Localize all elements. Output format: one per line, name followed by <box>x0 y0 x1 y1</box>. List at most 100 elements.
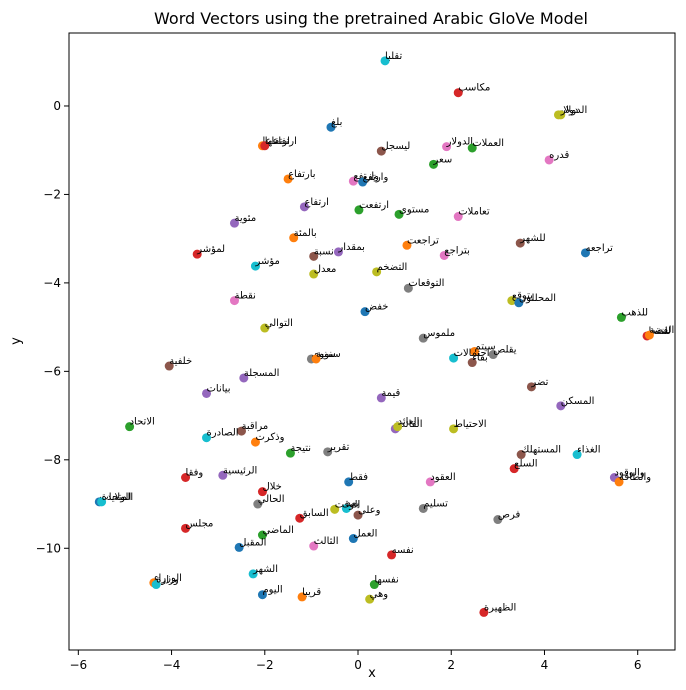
point-label: تسليم <box>423 498 448 509</box>
x-tick-label: 4 <box>541 658 549 672</box>
data-point: العائد <box>393 417 419 432</box>
point-marker <box>429 159 439 169</box>
point-marker <box>234 542 244 552</box>
point-marker <box>192 249 202 259</box>
data-point: سعر <box>429 154 452 169</box>
data-point: ارتفاع <box>299 197 329 212</box>
data-point: وفقا <box>181 468 203 483</box>
point-marker <box>239 373 249 383</box>
data-point: ارتفاعها <box>260 136 297 151</box>
point-marker <box>283 174 293 184</box>
data-point: فقط <box>344 472 368 487</box>
data-point: الدولار <box>442 137 473 152</box>
data-point: المسجلة <box>239 368 279 383</box>
data-point: الاتحاد <box>125 417 155 432</box>
point-marker <box>572 450 582 460</box>
point-marker <box>236 426 246 436</box>
point-label: فقط <box>349 472 369 483</box>
data-point: تراجعه <box>580 243 613 258</box>
point-marker <box>344 477 354 487</box>
data-point: ليسجل <box>376 141 410 156</box>
data-point: تقلبا <box>380 51 402 66</box>
data-point: مؤشر <box>250 256 280 271</box>
point-marker <box>425 477 435 487</box>
data-point: بارتفاع <box>283 169 316 184</box>
point-marker <box>299 202 309 212</box>
point-label: العقود <box>430 472 455 483</box>
point-label: التوالي <box>265 318 293 329</box>
data-point: للذهب <box>616 307 648 322</box>
point-label: احتمالات <box>454 348 490 359</box>
data-point: نسبة <box>309 246 334 261</box>
y-axis-ticks: 0 −2 −4 −6 −8 −10 <box>36 99 69 555</box>
point-label: تراجعت <box>407 235 439 246</box>
point-label: يتوقع <box>512 291 533 302</box>
point-label: التوقعات <box>408 278 444 289</box>
point-label: الصادرة <box>207 428 239 439</box>
point-label: سنوية <box>316 349 341 360</box>
data-point: المتحدة <box>97 492 133 507</box>
point-label: يعد <box>346 498 359 509</box>
data-point: نفسها <box>369 575 399 590</box>
data-point: قريبا <box>297 587 321 602</box>
point-marker <box>309 541 319 551</box>
data-point: يقلص <box>488 345 517 360</box>
point-marker <box>97 497 107 507</box>
point-marker <box>289 233 299 243</box>
point-marker <box>250 261 260 271</box>
data-point: العقود <box>425 472 456 487</box>
data-point: يعد <box>341 498 359 513</box>
point-marker <box>202 433 212 443</box>
point-marker <box>354 205 364 215</box>
point-label: مكاسب <box>458 83 490 94</box>
data-point: الماضي <box>257 525 294 540</box>
data-point: الوقت <box>330 499 360 514</box>
point-label: الظهيرة <box>484 602 516 613</box>
point-marker <box>449 424 459 434</box>
data-point: وذكرت <box>250 432 285 447</box>
point-label: بقاء <box>472 353 488 364</box>
data-point: وعلى <box>353 505 381 520</box>
point-marker <box>326 122 336 132</box>
data-point: مكاسب <box>453 83 490 98</box>
point-marker <box>253 499 263 509</box>
point-marker <box>442 142 452 152</box>
point-label: المسجلة <box>244 368 280 379</box>
point-label: وزارة <box>156 575 179 586</box>
point-marker <box>285 448 295 458</box>
x-tick-label: 2 <box>447 658 455 672</box>
point-label: والطاقة <box>619 472 651 483</box>
data-point: وهي <box>365 589 388 604</box>
point-marker <box>526 382 536 392</box>
data-point: فرص <box>493 510 520 525</box>
point-label: نسبة <box>314 246 334 257</box>
plot-frame <box>68 32 676 651</box>
point-marker <box>449 353 459 363</box>
point-label: بالمئة <box>294 228 317 239</box>
point-label: الاحتياط <box>454 419 487 430</box>
y-tick-label: 0 <box>53 99 61 113</box>
point-marker <box>181 473 191 483</box>
x-tick-label: 6 <box>634 658 642 672</box>
data-point: السلع <box>509 459 538 474</box>
data-point: الشهر <box>248 564 278 579</box>
point-label: خلال <box>262 482 281 493</box>
data-point: العملات <box>467 138 504 153</box>
data-point: قدره <box>544 150 569 165</box>
point-label: المستهلك <box>521 445 561 456</box>
point-marker <box>493 515 503 525</box>
point-label: ارتفاع <box>304 197 328 208</box>
data-point: الصادرة <box>202 428 239 443</box>
point-marker <box>515 238 525 248</box>
point-label: الدولار <box>446 137 473 148</box>
y-tick-label: −10 <box>36 541 61 555</box>
point-marker <box>376 146 386 156</box>
point-marker <box>309 251 319 261</box>
point-label: نتيجة <box>290 443 311 454</box>
data-point: التوقعات <box>403 278 444 293</box>
data-point: الغذاء <box>572 445 600 460</box>
point-label: التضخم <box>377 262 408 273</box>
point-marker <box>229 218 239 228</box>
point-label: وارتفع <box>353 171 379 182</box>
data-point: سنوية <box>311 349 341 364</box>
